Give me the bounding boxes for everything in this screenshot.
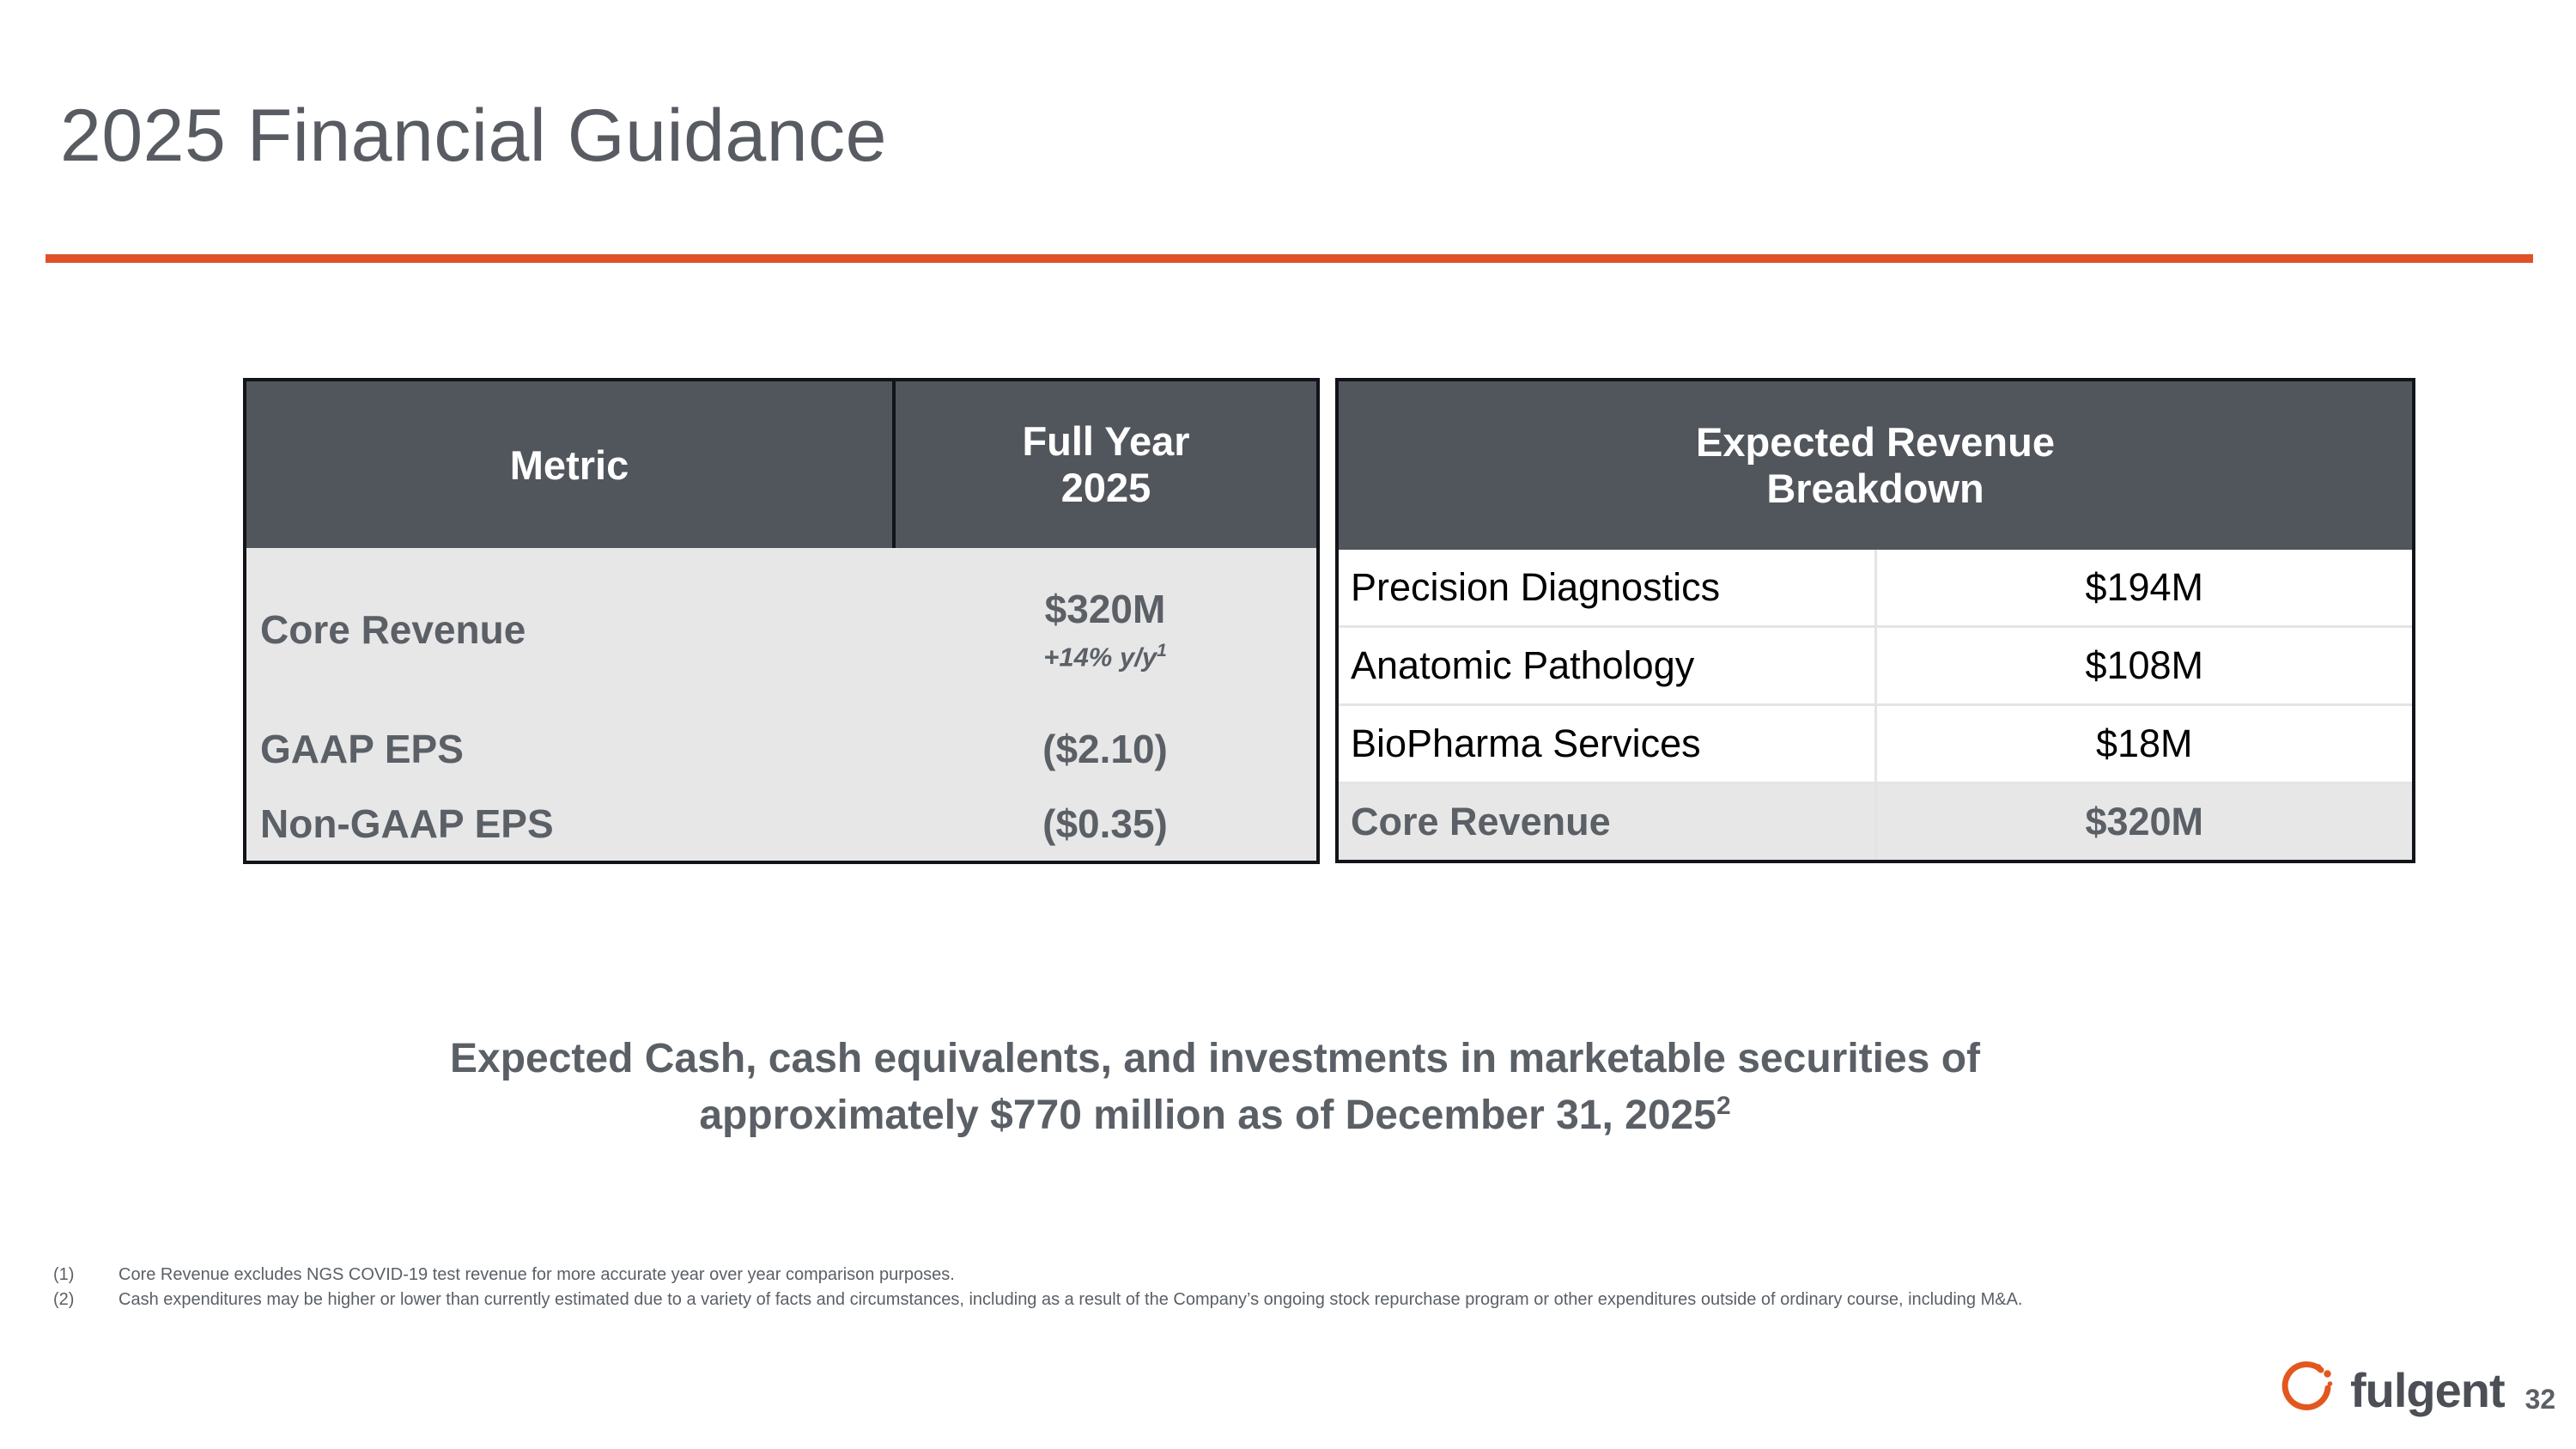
- metric-label-gaap-eps: GAAP EPS: [245, 711, 894, 787]
- full-year-header-line2: 2025: [1060, 465, 1151, 510]
- breakdown-table-header-row: Expected Revenue Breakdown: [1337, 380, 2414, 550]
- full-year-header-line1: Full Year: [1022, 418, 1190, 465]
- metric-value-non-gaap-eps: ($0.35): [894, 787, 1318, 862]
- metric-label-non-gaap-eps: Non-GAAP EPS: [245, 787, 894, 862]
- table-row: Core Revenue $320M +14% y/y1: [245, 548, 1318, 711]
- footer-brand: fulgent 32: [2278, 1359, 2555, 1419]
- table-row: GAAP EPS ($2.10): [245, 711, 1318, 787]
- core-revenue-amount: $320M: [1044, 587, 1166, 632]
- breakdown-value-biopharma-services: $18M: [1875, 703, 2414, 783]
- cash-statement-footnote-marker: 2: [1716, 1092, 1731, 1121]
- cash-statement-line2: approximately $770 million as of Decembe…: [699, 1093, 1716, 1139]
- metric-table-header-row: Metric Full Year 2025: [245, 380, 1318, 548]
- cash-statement-line2-wrapper: approximately $770 million as of Decembe…: [103, 1087, 2327, 1144]
- fulgent-logo-icon: [2278, 1359, 2338, 1419]
- table-row: Precision Diagnostics $194M: [1337, 550, 2414, 627]
- metric-table: Metric Full Year 2025 Core Revenue $320M…: [243, 378, 1320, 864]
- cash-statement: Expected Cash, cash equivalents, and inv…: [103, 1031, 2327, 1144]
- footnotes: (1) Core Revenue excludes NGS COVID-19 t…: [53, 1263, 2389, 1312]
- metric-value-gaap-eps: ($2.10): [894, 711, 1318, 787]
- core-revenue-growth-footnote-marker: 1: [1157, 641, 1167, 661]
- full-year-column-header: Full Year 2025: [894, 380, 1318, 548]
- footnote-1: (1) Core Revenue excludes NGS COVID-19 t…: [53, 1263, 2389, 1288]
- breakdown-label-biopharma-services: BioPharma Services: [1337, 703, 1877, 783]
- footnote-1-marker: (1): [53, 1265, 75, 1284]
- metric-column-header: Metric: [245, 380, 896, 548]
- table-row-total: Core Revenue $320M: [1337, 782, 2414, 861]
- breakdown-value-anatomic-pathology: $108M: [1875, 625, 2414, 705]
- breakdown-column-header: Expected Revenue Breakdown: [1337, 380, 2414, 550]
- metric-value-core-revenue: $320M +14% y/y1: [894, 548, 1318, 711]
- footnote-1-text: Core Revenue excludes NGS COVID-19 test …: [118, 1265, 955, 1284]
- cash-statement-line1: Expected Cash, cash equivalents, and inv…: [450, 1036, 1980, 1081]
- core-revenue-growth-text: +14% y/y: [1043, 642, 1157, 673]
- breakdown-value-core-revenue-total: $320M: [1875, 782, 2414, 861]
- page-title: 2025 Financial Guidance: [60, 94, 887, 177]
- core-revenue-growth: +14% y/y1: [894, 641, 1316, 673]
- breakdown-label-precision-diagnostics: Precision Diagnostics: [1337, 550, 1877, 627]
- breakdown-label-anatomic-pathology: Anatomic Pathology: [1337, 625, 1877, 705]
- breakdown-header-line1: Expected Revenue: [1696, 419, 2055, 466]
- page-number: 32: [2524, 1383, 2556, 1415]
- fulgent-wordmark: fulgent: [2350, 1363, 2506, 1417]
- footnote-2-marker: (2): [53, 1290, 75, 1309]
- table-row: Anatomic Pathology $108M: [1337, 625, 2414, 705]
- title-divider-rule: [46, 254, 2533, 263]
- footnote-2: (2) Cash expenditures may be higher or l…: [53, 1288, 2389, 1312]
- table-row: Non-GAAP EPS ($0.35): [245, 787, 1318, 862]
- metric-label-core-revenue: Core Revenue: [245, 548, 894, 711]
- breakdown-label-core-revenue-total: Core Revenue: [1337, 782, 1877, 861]
- table-row: BioPharma Services $18M: [1337, 703, 2414, 783]
- footnote-2-text: Cash expenditures may be higher or lower…: [118, 1290, 2023, 1309]
- breakdown-value-precision-diagnostics: $194M: [1875, 550, 2414, 627]
- revenue-breakdown-table: Expected Revenue Breakdown Precision Dia…: [1335, 378, 2415, 863]
- breakdown-header-line2: Breakdown: [1766, 466, 1984, 511]
